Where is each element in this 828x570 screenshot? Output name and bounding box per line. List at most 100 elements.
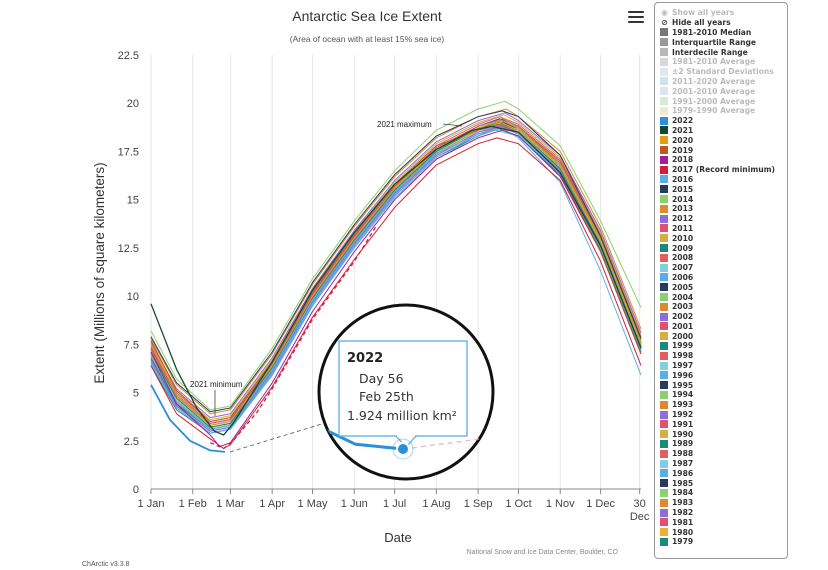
legend-item[interactable]: 1981-2010 Median [660,28,787,38]
y-tick-label: 7.5 [124,339,139,351]
y-tick-label: 15 [127,195,139,207]
legend-swatch [660,175,668,184]
legend-control-label: Show all years [672,8,735,18]
credit-text: National Snow and Ice Data Center, Bould… [466,549,618,556]
legend-item[interactable]: 2001 [660,322,787,332]
legend-item[interactable]: 2010 [660,233,787,243]
legend-label: 2020 [672,135,694,145]
x-tick-label: 1 Nov [546,498,575,510]
legend-item[interactable]: 1988 [660,449,787,459]
legend-item[interactable]: 1991 [660,419,787,429]
legend-label: 1981 [672,517,694,527]
legend-item[interactable]: 2019 [660,145,787,155]
legend-item[interactable]: 2007 [660,263,787,273]
y-tick-label: 10 [127,291,139,303]
y-tick-label: 0 [133,484,139,496]
legend-label: 2011 [672,223,694,233]
x-tick-label: Dec [630,511,650,523]
legend-control-show-all[interactable]: ◉ Show all years [660,8,787,18]
legend-item[interactable]: 2016 [660,175,787,185]
legend-item[interactable]: 1979-1990 Average [660,106,787,116]
legend-item[interactable]: 2012 [660,214,787,224]
legend-item[interactable]: 2022 [660,116,787,126]
version-text: ChArctic v3.3.8 [82,561,130,568]
eye-icon: ◉ [661,8,668,18]
legend-label: 2001 [672,321,694,331]
legend-item[interactable]: 2004 [660,292,787,302]
legend-label: 2019 [672,145,694,155]
legend-item[interactable]: 2003 [660,302,787,312]
legend-swatch [660,224,668,233]
legend-label: 2002 [672,312,694,322]
legend-swatch [660,136,668,145]
legend-item[interactable]: 2001-2010 Average [660,86,787,96]
y-tick-label: 12.5 [118,243,139,255]
legend-item[interactable]: 2005 [660,282,787,292]
legend-item[interactable]: 2020 [660,135,787,145]
legend-item[interactable]: 2011-2020 Average [660,77,787,87]
legend-swatch [660,214,668,223]
legend-item[interactable]: 1992 [660,410,787,420]
legend-item[interactable]: 1997 [660,361,787,371]
legend-swatch [660,537,668,546]
legend-item[interactable]: 1982 [660,508,787,518]
legend-item[interactable]: 1996 [660,370,787,380]
legend-item[interactable]: 1993 [660,400,787,410]
legend-swatch [660,146,668,155]
legend-item[interactable]: 1986 [660,468,787,478]
legend-item[interactable]: 2021 [660,126,787,136]
legend-item[interactable]: 1991-2000 Average [660,96,787,106]
legend-item[interactable]: 1999 [660,341,787,351]
legend-label: 1991 [672,419,694,429]
legend-item[interactable]: 1983 [660,498,787,508]
legend-item[interactable]: 1979 [660,537,787,547]
legend-swatch [660,528,668,537]
legend-label: 1979-1990 Average [672,106,756,116]
legend-item[interactable]: 2015 [660,184,787,194]
legend-swatch [660,253,668,262]
legend-label: Interquartile Range [672,37,757,47]
legend-control-hide-all[interactable]: ⊘ Hide all years [660,18,787,28]
legend-item[interactable]: 1987 [660,459,787,469]
y-tick-label: 5 [133,388,139,400]
legend-item[interactable]: 2008 [660,253,787,263]
legend-item[interactable]: 2018 [660,155,787,165]
legend-swatch [660,498,668,507]
legend-label: 2001-2010 Average [672,86,756,96]
legend-item[interactable]: 1994 [660,390,787,400]
legend-item[interactable]: Interdecile Range [660,47,787,57]
legend-swatch [660,400,668,409]
x-tick-label: 1 Jan [138,498,165,510]
legend-label: 2013 [672,204,694,214]
legend-item[interactable]: 2006 [660,273,787,283]
legend-swatch [660,283,668,292]
chart-subtitle: (Area of ocean with at least 15% sea ice… [290,34,445,44]
y-axis-label: Extent (Millions of square kilometers) [92,162,107,383]
legend-item[interactable]: 2011 [660,224,787,234]
legend-label: 1982 [672,508,694,518]
legend-item[interactable]: 2002 [660,312,787,322]
legend-item[interactable]: 1984 [660,488,787,498]
legend-item[interactable]: 1995 [660,380,787,390]
legend-item[interactable]: 1980 [660,527,787,537]
legend-item[interactable]: 2013 [660,204,787,214]
legend-item[interactable]: 1990 [660,429,787,439]
legend-item[interactable]: ±2 Standard Deviations [660,67,787,77]
legend-item[interactable]: 1985 [660,478,787,488]
record-minimum-dashed-line [209,226,377,450]
legend-item[interactable]: 2009 [660,243,787,253]
legend-item[interactable]: 1998 [660,351,787,361]
chart-menu-icon[interactable] [628,11,644,25]
legend-item[interactable]: 1989 [660,439,787,449]
legend-item[interactable]: 1981-2010 Average [660,57,787,67]
legend-item[interactable]: 2017 (Record minimum) [660,165,787,175]
legend-label: 1987 [672,459,694,469]
legend-item[interactable]: 2014 [660,194,787,204]
x-tick-label: 1 Feb [179,498,207,510]
legend-item[interactable]: 1981 [660,517,787,527]
legend-item[interactable]: 2000 [660,331,787,341]
eye-slash-icon: ⊘ [661,18,668,28]
legend-swatch [660,155,668,164]
legend-item[interactable]: Interquartile Range [660,37,787,47]
